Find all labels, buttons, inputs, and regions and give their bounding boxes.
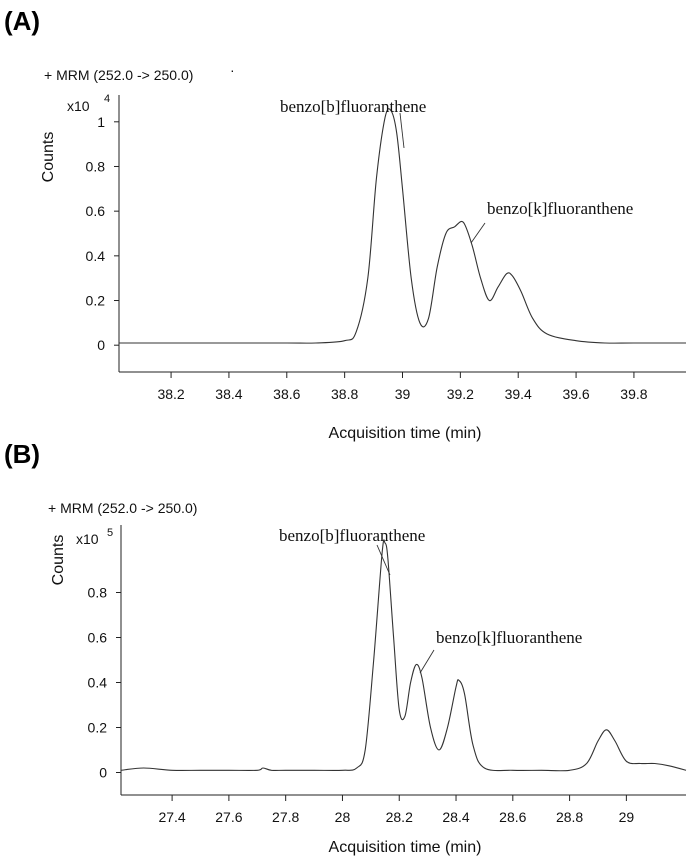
- x-tick-label: 39.6: [562, 386, 589, 402]
- panel-a-trace-title-mark: ·: [230, 62, 235, 78]
- panel-a-x-ticks: 38.2 38.4 38.6 38.8 39 39.2 39.4 39.6 39.8: [157, 372, 648, 402]
- x-tick-label: 28.6: [499, 809, 526, 825]
- panel-b-trace-line: [120, 539, 687, 772]
- panel-b-annotation-leader-benzo-b: [376, 544, 391, 576]
- y-tick-label: 0: [99, 765, 107, 781]
- x-tick-label: 38.8: [331, 386, 358, 402]
- panel-a-ylabel-multiplier: x10: [67, 98, 90, 114]
- y-tick-label: 0.8: [86, 158, 106, 174]
- panel-b: (B) + MRM (252.0 -> 250.0) x10 5 Counts …: [4, 439, 687, 856]
- y-tick-label: 0.4: [88, 675, 108, 691]
- panel-a-annotation-benzo-k-fluoranthene: benzo[k]fluoranthene: [487, 199, 633, 218]
- y-tick-label: 0.4: [86, 248, 106, 264]
- panel-b-x-axis-title: Acquisition time (min): [329, 839, 482, 856]
- panel-b-ylabel-multiplier: x10: [76, 531, 99, 547]
- x-tick-label: 28: [335, 809, 351, 825]
- x-tick-label: 27.6: [215, 809, 242, 825]
- panel-b-y-ticks: 0 0.2 0.4 0.6 0.8: [88, 585, 121, 781]
- x-tick-label: 38.6: [273, 386, 300, 402]
- panel-b-y-axis-title: Counts: [50, 535, 67, 586]
- panel-a-label: (A): [4, 6, 40, 36]
- panel-a-y-ticks: 0 0.2 0.4 0.6 0.8 1: [86, 114, 119, 353]
- panel-a-trace-line: [119, 108, 686, 344]
- panel-a: (A) + MRM (252.0 -> 250.0) · x10 4 Count…: [4, 6, 686, 442]
- panel-b-trace-title: + MRM (252.0 -> 250.0): [48, 500, 197, 516]
- panel-a-x-axis-title: Acquisition time (min): [329, 425, 482, 442]
- panel-b-label: (B): [4, 439, 40, 469]
- panel-a-annotation-leader-benzo-b: [399, 112, 405, 149]
- y-tick-label: 0.2: [88, 720, 108, 736]
- y-tick-label: 0.2: [86, 293, 106, 309]
- x-tick-label: 39.2: [447, 386, 474, 402]
- y-tick-label: 0.6: [86, 203, 106, 219]
- x-tick-label: 28.8: [556, 809, 583, 825]
- x-tick-label: 38.4: [215, 386, 242, 402]
- x-tick-label: 39.4: [505, 386, 532, 402]
- x-tick-label: 28.2: [386, 809, 413, 825]
- x-tick-label: 28.4: [442, 809, 469, 825]
- x-tick-label: 39.8: [620, 386, 647, 402]
- x-tick-label: 38.2: [157, 386, 184, 402]
- x-tick-label: 29: [619, 809, 635, 825]
- panel-a-y-axis-title: Counts: [40, 132, 57, 183]
- y-tick-label: 0: [97, 337, 105, 353]
- panel-a-annotation-benzo-b-fluoranthene: benzo[b]fluoranthene: [280, 97, 426, 116]
- panel-a-trace-title: + MRM (252.0 -> 250.0): [44, 67, 193, 83]
- panel-b-ylabel-multiplier-exponent: 5: [107, 527, 113, 539]
- x-tick-label: 27.4: [158, 809, 185, 825]
- panel-a-ylabel-multiplier-exponent: 4: [104, 93, 110, 105]
- panel-b-annotation-leader-benzo-k: [419, 649, 435, 674]
- panel-b-annotation-benzo-k-fluoranthene: benzo[k]fluoranthene: [436, 628, 582, 647]
- y-tick-label: 1: [97, 114, 105, 130]
- x-tick-label: 27.8: [272, 809, 299, 825]
- panel-b-annotation-benzo-b-fluoranthene: benzo[b]fluoranthene: [279, 526, 425, 545]
- panel-b-x-ticks: 27.4 27.6 27.8 28 28.2 28.4 28.6 28.8 29: [158, 795, 634, 825]
- x-tick-label: 39: [395, 386, 411, 402]
- panel-a-annotation-leader-benzo-k: [470, 222, 486, 244]
- y-tick-label: 0.8: [88, 585, 108, 601]
- y-tick-label: 0.6: [88, 630, 108, 646]
